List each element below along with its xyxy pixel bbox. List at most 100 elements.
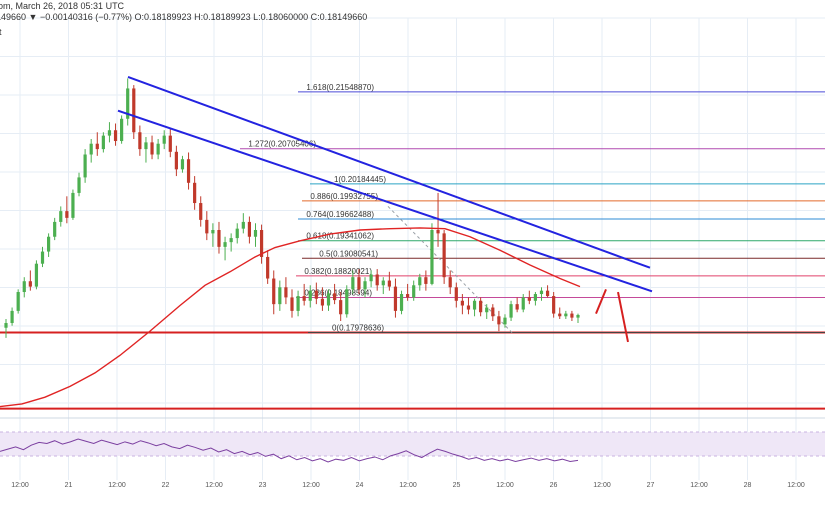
candle-body [16,292,20,311]
candle-body [570,313,574,318]
candle-body [442,233,446,278]
candle-body [162,135,166,144]
candle-body [314,290,318,299]
candle-body [564,313,568,317]
candle-body [539,290,544,295]
candle-body [345,289,349,315]
candle-body [266,256,270,279]
candle-body [156,143,160,155]
candle-body [326,293,331,306]
candle-body [186,159,191,183]
projection-arrows [595,288,629,343]
trendlines[interactable] [117,76,653,293]
candle-body [132,88,136,133]
candle-body [387,280,391,287]
candle-body [144,142,148,150]
candle-body [290,297,294,311]
candle-body [284,287,288,298]
candle-body [71,192,75,218]
x-tick-label: 25 [453,482,461,489]
candle-body [229,238,233,243]
rsi-line [0,438,579,463]
candle-body [113,130,118,142]
candle-body [302,296,306,301]
candle-body [95,143,99,150]
candle-body [253,230,258,237]
candle-body [454,287,458,301]
x-tick-label: 12:00 [108,482,126,489]
candle-body [53,221,57,237]
candle-body [466,305,471,310]
x-tick-label: 12:00 [593,482,611,489]
fib-level-label: 0.886(0.19932755) [310,192,378,201]
candle-body [10,310,14,324]
candle-body [199,203,203,220]
candle-body [545,290,550,297]
projection-arrow [617,291,629,343]
candle-body [34,263,39,287]
candle-body [59,211,63,222]
candle-body [22,281,26,293]
candle-body [40,251,45,264]
x-tick-label: 27 [647,482,655,489]
candle-body [357,277,361,290]
candle-body [259,230,264,257]
fib-level-label: 0.382(0.18820021) [304,267,372,276]
fib-level-label: 0.764(0.19662488) [306,210,374,219]
candle-body [448,277,452,288]
candle-body [272,278,276,305]
candle-body [497,316,501,325]
candle-body [472,300,477,310]
fib-level-label: 0.236(0.18498594) [304,289,372,298]
candle-body [83,154,87,178]
candle-body [168,135,172,152]
candle-body [107,130,112,136]
candle-body [527,297,531,301]
rsi-panel [0,417,825,463]
fibonacci-levels[interactable]: 1.618(0.21548870) 1.272(0.20705406) 1(0.20… [240,83,825,334]
candle-body [101,135,105,150]
x-tick-label: 12:00 [302,482,320,489]
candle-body [193,182,197,204]
candle-body [339,300,343,315]
candle-body [381,280,385,286]
candle-body [278,287,282,305]
moving-average [0,227,581,408]
candle-body [479,300,483,313]
candle-body [406,294,410,298]
candle-body [521,297,525,310]
candle-body [424,277,428,284]
candle-body [558,313,562,317]
x-tick-label: 28 [744,482,752,489]
candle-body [533,294,538,301]
x-tick-label: 12:00 [690,482,708,489]
candle-body [375,274,379,286]
candle-body [412,285,416,298]
x-tick-label: 12:00 [496,482,514,489]
projection-arrow [595,288,607,314]
candle-body [235,228,239,239]
grid [0,17,825,480]
candlesticks [4,78,580,338]
candle-body [485,307,489,313]
descending-trendline [127,76,651,269]
candle-body [399,294,404,311]
candle-body [576,314,580,318]
candle-body [28,281,32,287]
header-left-text: om, March 26, 2018 05:31 UTC [0,1,125,11]
candle-body [217,230,221,247]
candle-body [77,177,81,193]
descending-trendline [117,109,653,293]
fib-level-label: 1.618(0.21548870) [306,83,374,92]
candle-body [205,219,209,234]
candle-body [393,286,398,311]
candle-body [369,274,373,282]
header-ohlc-text: 149660 ▼ −0.00140316 (−0.77%) O:0.181899… [0,12,367,22]
fib-level-label: 0(0.17978636) [332,324,384,333]
x-tick-label: 22 [162,482,170,489]
candle-body [65,211,69,218]
candle-body [247,221,252,237]
candle-body [552,296,556,314]
